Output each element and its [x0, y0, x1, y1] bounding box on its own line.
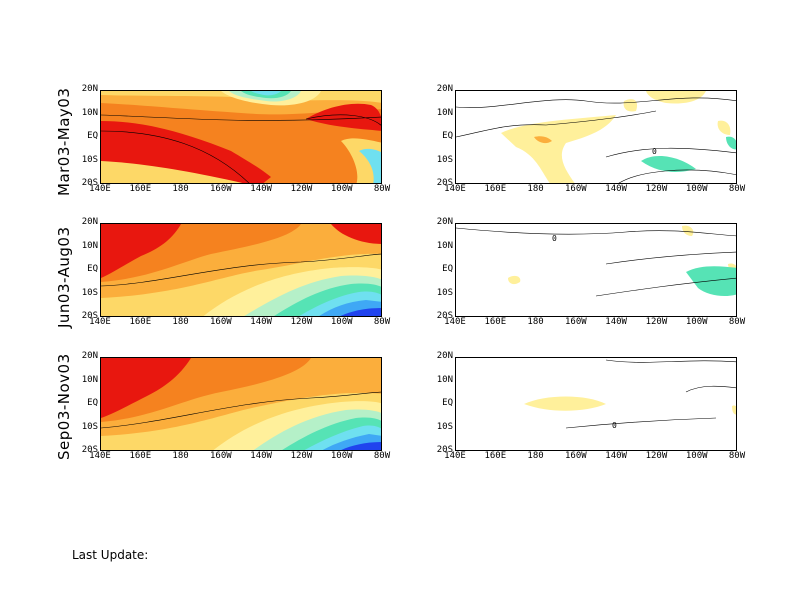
- lon-tick-label: 120W: [290, 317, 313, 327]
- map-panel-mean-3: [100, 357, 382, 451]
- lat-tick-label: 20S: [81, 178, 98, 188]
- lon-tick-label: 140E: [89, 451, 111, 461]
- lat-tick-label: 20N: [81, 217, 98, 227]
- lat-tick-label: 10N: [436, 107, 453, 118]
- lon-tick-label: 100W: [330, 317, 353, 327]
- contour-label-zero: 0: [612, 421, 617, 430]
- lon-tick-label: 80W: [728, 451, 746, 461]
- lat-tick-label: 10N: [81, 240, 98, 251]
- map-panel-anom-3: 0: [455, 357, 737, 451]
- lon-tick-label: 160E: [484, 317, 507, 327]
- lat-tick-label: EQ: [87, 131, 98, 141]
- lat-tick-label: 20N: [81, 84, 98, 94]
- lon-tick-label: 140W: [605, 184, 627, 194]
- row-title-1: Mar03-May03: [55, 87, 73, 196]
- lon-tick-label: 160W: [565, 317, 587, 327]
- lon-tick-label: 80W: [728, 317, 746, 327]
- lon-tick-label: 80W: [373, 451, 391, 461]
- contour-label-zero: 0: [652, 147, 657, 156]
- lon-tick-label: 160E: [129, 451, 152, 461]
- lat-tick-label: 10N: [436, 374, 453, 385]
- row-title-2: Jun03-Aug03: [55, 226, 73, 328]
- lon-tick-label: 140E: [444, 317, 466, 327]
- lon-tick-label: 100W: [685, 451, 708, 461]
- lat-tick-label: 10S: [436, 154, 453, 165]
- lon-tick-label: 160W: [210, 451, 232, 461]
- lat-tick-label: 20N: [436, 84, 453, 94]
- lon-tick-label: 140E: [89, 317, 111, 327]
- lon-tick-label: 100W: [685, 317, 708, 327]
- lon-tick-label: 160W: [565, 451, 587, 461]
- lon-tick-label: 180: [527, 317, 544, 327]
- lon-tick-label: 180: [527, 184, 544, 194]
- lat-tick-label: 10S: [81, 154, 98, 165]
- lon-tick-label: 140W: [250, 451, 272, 461]
- lon-tick-label: 80W: [728, 184, 746, 194]
- lat-tick-label: EQ: [442, 264, 453, 274]
- lon-tick-label: 140W: [605, 317, 627, 327]
- lon-tick-label: 160E: [484, 184, 507, 194]
- lat-tick-label: 10N: [81, 107, 98, 118]
- lon-tick-label: 100W: [685, 184, 708, 194]
- lat-tick-label: 20N: [436, 351, 453, 361]
- lon-tick-label: 120W: [290, 184, 313, 194]
- lat-tick-label: EQ: [442, 131, 453, 141]
- lon-tick-label: 180: [172, 184, 189, 194]
- lon-tick-label: 160W: [210, 184, 232, 194]
- row-title-3: Sep03-Nov03: [55, 353, 73, 460]
- contour-label-zero: 0: [552, 234, 557, 243]
- lon-tick-label: 180: [172, 451, 189, 461]
- lon-tick-label: 100W: [330, 451, 353, 461]
- lat-tick-label: 10S: [81, 421, 98, 432]
- lon-tick-label: 140E: [89, 184, 111, 194]
- lon-tick-label: 160E: [129, 317, 152, 327]
- map-panel-mean-2: [100, 223, 382, 317]
- lon-tick-label: 140E: [444, 184, 466, 194]
- lon-tick-label: 120W: [290, 451, 313, 461]
- lat-tick-label: 20S: [436, 311, 453, 321]
- lon-tick-label: 100W: [330, 184, 353, 194]
- lat-tick-label: 10S: [436, 421, 453, 432]
- lat-tick-label: 20S: [81, 445, 98, 455]
- lon-tick-label: 120W: [645, 317, 668, 327]
- lat-tick-label: 20S: [436, 445, 453, 455]
- lon-tick-label: 140W: [250, 184, 272, 194]
- lat-tick-label: EQ: [87, 398, 98, 408]
- lat-tick-label: 10S: [436, 287, 453, 298]
- lon-tick-label: 180: [172, 317, 189, 327]
- lat-tick-label: EQ: [87, 264, 98, 274]
- lat-tick-label: 20S: [81, 311, 98, 321]
- lon-tick-label: 80W: [373, 317, 391, 327]
- lon-tick-label: 160W: [210, 317, 232, 327]
- map-panel-mean-1: [100, 90, 382, 184]
- lon-tick-label: 80W: [373, 184, 391, 194]
- lon-tick-label: 160W: [565, 184, 587, 194]
- lon-tick-label: 160E: [484, 451, 507, 461]
- map-panel-anom-1: 0: [455, 90, 737, 184]
- lat-tick-label: 10N: [81, 374, 98, 385]
- lon-tick-label: 160E: [129, 184, 152, 194]
- lat-tick-label: EQ: [442, 398, 453, 408]
- map-panel-anom-2: 0: [455, 223, 737, 317]
- lon-tick-label: 120W: [645, 184, 668, 194]
- lat-tick-label: 10N: [436, 240, 453, 251]
- lat-tick-label: 10S: [81, 287, 98, 298]
- lat-tick-label: 20N: [81, 351, 98, 361]
- lat-tick-label: 20S: [436, 178, 453, 188]
- last-update-label: Last Update:: [72, 548, 149, 562]
- lon-tick-label: 140W: [605, 451, 627, 461]
- lon-tick-label: 140W: [250, 317, 272, 327]
- lon-tick-label: 120W: [645, 451, 668, 461]
- lon-tick-label: 140E: [444, 451, 466, 461]
- lon-tick-label: 180: [527, 451, 544, 461]
- lat-tick-label: 20N: [436, 217, 453, 227]
